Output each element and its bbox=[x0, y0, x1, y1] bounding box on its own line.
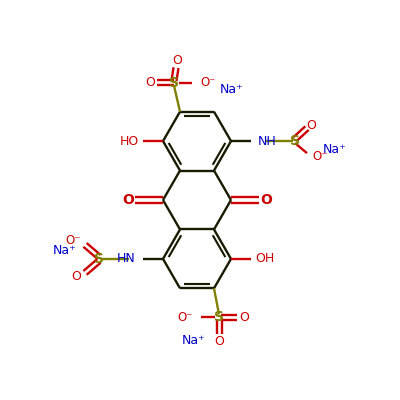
Text: Na⁺: Na⁺ bbox=[323, 143, 347, 156]
Text: O: O bbox=[145, 76, 155, 89]
Text: O: O bbox=[260, 193, 272, 207]
Text: O: O bbox=[214, 335, 224, 348]
Text: S: S bbox=[290, 134, 300, 148]
Text: O: O bbox=[172, 54, 182, 67]
Text: O⁻: O⁻ bbox=[66, 234, 81, 247]
Text: O: O bbox=[71, 270, 81, 283]
Text: O: O bbox=[239, 311, 249, 324]
Text: Na⁺: Na⁺ bbox=[53, 244, 77, 257]
Text: HN: HN bbox=[117, 252, 136, 265]
Text: Na⁺: Na⁺ bbox=[182, 334, 206, 347]
Text: OH: OH bbox=[255, 252, 274, 265]
Text: S: S bbox=[169, 76, 179, 90]
Text: O: O bbox=[122, 193, 134, 207]
Text: NH: NH bbox=[258, 135, 277, 148]
Text: S: S bbox=[214, 310, 224, 324]
Text: O⁻: O⁻ bbox=[200, 76, 216, 89]
Text: O⁻: O⁻ bbox=[178, 311, 193, 324]
Text: O⁻: O⁻ bbox=[312, 150, 328, 163]
Text: Na⁺: Na⁺ bbox=[220, 83, 244, 96]
Text: O: O bbox=[306, 119, 316, 132]
Text: S: S bbox=[94, 252, 104, 266]
Text: HO: HO bbox=[120, 135, 139, 148]
